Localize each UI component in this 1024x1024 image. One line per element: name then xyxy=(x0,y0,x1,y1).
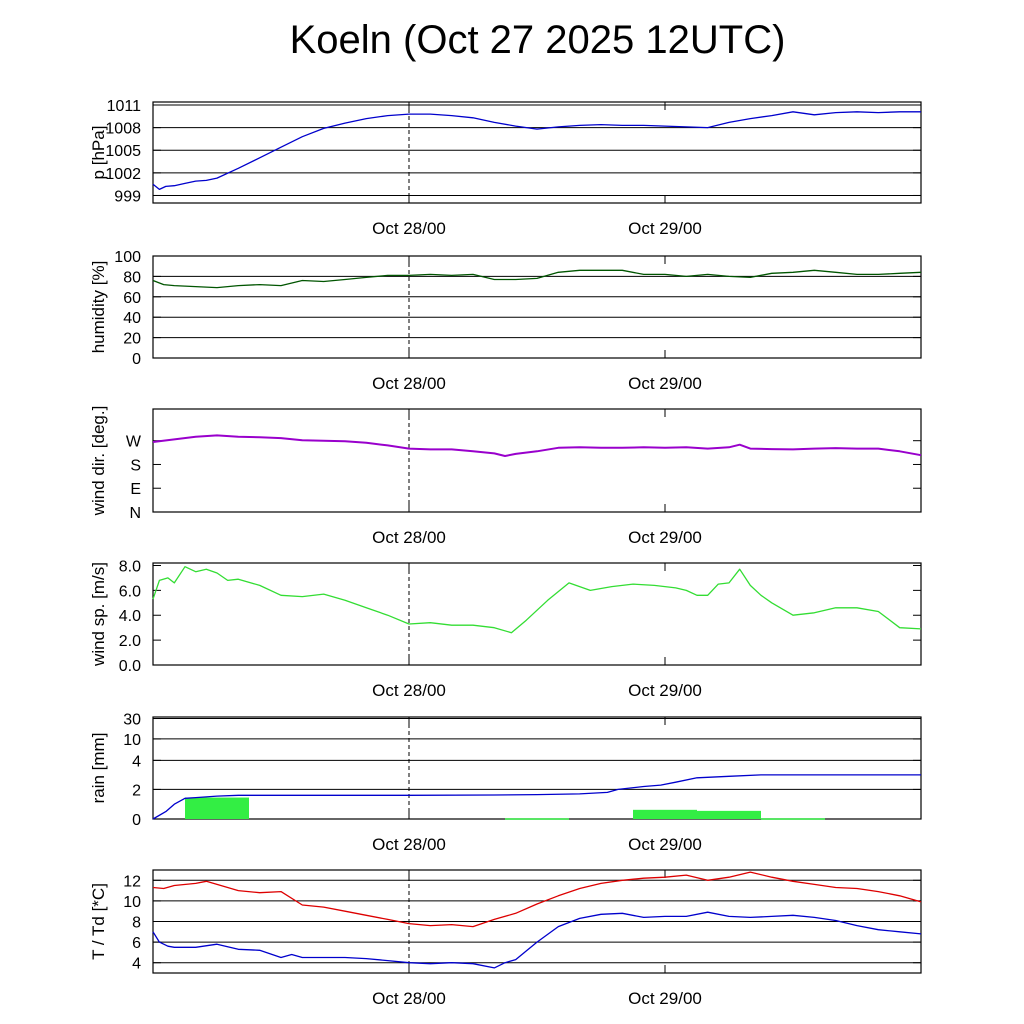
temperature-ytick-label: 10 xyxy=(123,894,141,911)
humidity-ytick-label: 40 xyxy=(123,310,141,327)
humidity-xtick-label: Oct 28/00 xyxy=(372,374,446,393)
pressure-xtick-label: Oct 28/00 xyxy=(372,219,446,238)
pressure-ytick-label: 999 xyxy=(114,188,141,205)
temperature-xtick-label: Oct 28/00 xyxy=(372,989,446,1008)
wind-speed-ytick-label: 2.0 xyxy=(119,633,141,650)
rain-ytick-label: 30 xyxy=(123,712,141,729)
pressure-xtick-label: Oct 29/00 xyxy=(628,219,702,238)
rain-ytick-label: 4 xyxy=(132,753,141,770)
wind-speed-xtick-label: Oct 29/00 xyxy=(628,681,702,700)
pressure-plot-frame xyxy=(152,101,922,204)
rain-ylabel: rain [mm] xyxy=(89,733,108,804)
pressure-panel: 999 1002 1005 1008 1011 p [hPa] Oct 28/00 Oct 2… xyxy=(89,98,922,238)
wind-speed-ytick-label: 0.0 xyxy=(119,658,141,675)
wind-speed-panel: 0.0 2.0 4.0 6.0 8.0 wind sp. [m/s] Oct 28/00 Oc… xyxy=(89,558,922,700)
rain-ytick-label: 0 xyxy=(132,812,141,829)
temperature-series-line xyxy=(152,911,922,969)
rain-rain-bar xyxy=(697,810,761,819)
humidity-xtick-label: Oct 29/00 xyxy=(628,374,702,393)
pressure-ytick-label: 1002 xyxy=(105,166,141,183)
rain-xtick-label: Oct 28/00 xyxy=(372,835,446,854)
wind-speed-ytick-label: 4.0 xyxy=(119,608,141,625)
pressure-ylabel: p [hPa] xyxy=(89,126,108,180)
rain-series-line xyxy=(152,774,921,820)
rain-rain-bar xyxy=(185,797,217,819)
temperature-series-line xyxy=(152,871,922,928)
rain-rain-bar xyxy=(217,797,249,819)
temperature-ylabel: T / Td [*C] xyxy=(89,883,108,960)
wind-speed-ytick-label: 6.0 xyxy=(119,583,141,600)
wind-speed-series-line xyxy=(152,566,922,634)
wind-direction-plot-frame xyxy=(152,408,922,513)
humidity-ytick-label: 80 xyxy=(123,269,141,286)
humidity-ylabel: humidity [%] xyxy=(89,261,108,354)
wind-direction-ytick-label: W xyxy=(126,434,142,451)
temperature-overlay xyxy=(152,911,922,969)
wind-speed-xtick-label: Oct 28/00 xyxy=(372,681,446,700)
humidity-series-line xyxy=(152,269,922,289)
rain-rain-bar xyxy=(505,818,569,820)
pressure-ytick-label: 1011 xyxy=(107,98,142,115)
rain-ytick-label: 2 xyxy=(132,782,141,799)
temperature-xtick-label: Oct 29/00 xyxy=(628,989,702,1008)
rain-xtick-label: Oct 29/00 xyxy=(628,835,702,854)
wind-speed-ytick-label: 8.0 xyxy=(119,558,141,575)
wind-speed-ylabel: wind sp. [m/s] xyxy=(89,562,108,667)
humidity-ytick-label: 0 xyxy=(132,351,141,368)
rain-panel: 0 2 4 10 30 rain [mm] Oct 28/00 Oct 29/00 xyxy=(89,712,922,854)
wind-direction-xtick-label: Oct 28/00 xyxy=(372,528,446,547)
pressure-ytick-label: 1008 xyxy=(105,121,141,138)
wind-direction-ytick-label: E xyxy=(130,481,141,498)
wind-direction-series-line xyxy=(152,434,922,457)
temperature-ytick-label: 12 xyxy=(123,873,141,890)
temperature-ytick-label: 4 xyxy=(132,956,141,973)
wind-direction-ytick-label: S xyxy=(130,457,141,474)
wind-speed-plot-frame xyxy=(152,562,922,666)
temperature-panel: 4 6 8 10 12 T / Td [*C] Oct 28/00 Oct 29/00 xyxy=(89,869,922,1008)
wind-direction-xtick-label: Oct 29/00 xyxy=(628,528,702,547)
pressure-series-line xyxy=(152,111,921,191)
humidity-ytick-label: 60 xyxy=(123,290,141,307)
rain-rain-bar xyxy=(633,809,697,819)
humidity-ytick-label: 100 xyxy=(114,249,141,266)
pressure-ytick-label: 1005 xyxy=(105,143,141,160)
rain-rain-bar xyxy=(761,818,825,820)
chart-title: Koeln (Oct 27 2025 12UTC) xyxy=(289,18,786,62)
rain-plot-frame xyxy=(152,716,922,820)
rain-ytick-label: 10 xyxy=(123,732,141,749)
humidity-panel: 0 20 40 60 80 100 humidity [%] Oct 28/00 Oct 29/… xyxy=(89,249,922,393)
temperature-ytick-label: 6 xyxy=(132,935,141,952)
humidity-ytick-label: 20 xyxy=(123,331,141,348)
wind-direction-ylabel: wind dir. [deg.] xyxy=(89,406,108,517)
wind-direction-ytick-label: N xyxy=(129,505,141,522)
humidity-plot-frame xyxy=(152,255,922,359)
temperature-ytick-label: 8 xyxy=(132,915,141,932)
